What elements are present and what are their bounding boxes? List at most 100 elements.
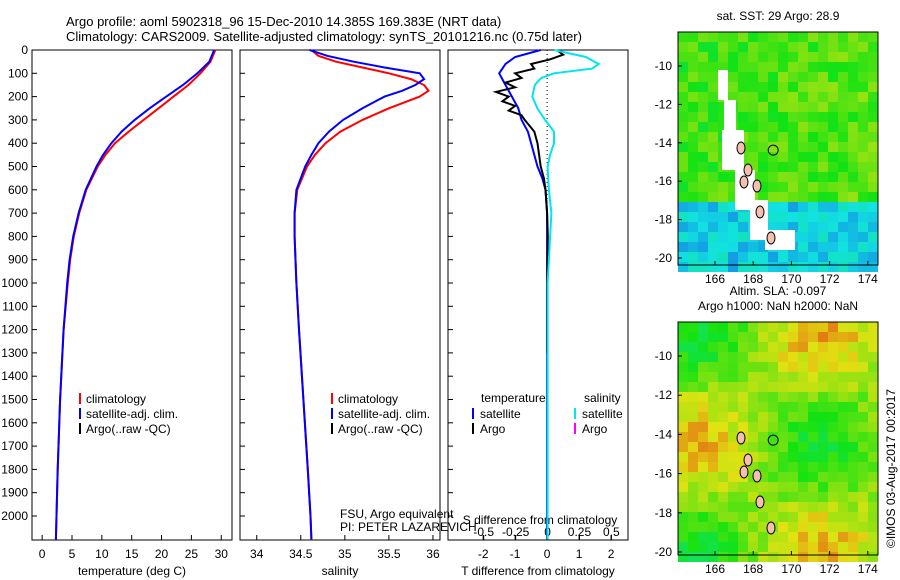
map-cell [708, 362, 718, 372]
map-cell [838, 152, 848, 162]
map-cell [738, 72, 748, 82]
map-cell [718, 212, 728, 222]
map-cell [698, 552, 708, 562]
map-cell [698, 72, 708, 82]
map-cell [838, 32, 848, 42]
map-cell [848, 92, 858, 102]
lat-tick-label: -10 [655, 349, 673, 363]
map-cell [808, 522, 818, 532]
map-cell [838, 482, 848, 492]
map-cell [778, 382, 788, 392]
map-cell [868, 212, 878, 222]
map-cell [688, 172, 698, 182]
map-cell [848, 52, 858, 62]
map-cell [868, 262, 878, 272]
map-cell [808, 542, 818, 552]
map-cell [678, 242, 688, 252]
map-cell [678, 122, 688, 132]
map-cell [678, 192, 688, 202]
lat-tick-label: -18 [655, 506, 673, 520]
map-cell [678, 152, 688, 162]
map-cell [868, 242, 878, 252]
map-cell [788, 42, 798, 52]
island [755, 205, 765, 219]
map-cell [778, 52, 788, 62]
map-cell [708, 202, 718, 212]
map-cell [838, 222, 848, 232]
x-tick-label: 10 [95, 547, 109, 561]
x-tick-label: 36 [426, 547, 440, 561]
map-cell [748, 82, 758, 92]
map-cell [758, 112, 768, 122]
map-cell [758, 462, 768, 472]
map-cell [848, 42, 858, 52]
map-cell [778, 92, 788, 102]
map-cell [808, 262, 818, 272]
map-cell [828, 352, 838, 362]
map-cell [678, 182, 688, 192]
map-cell [808, 392, 818, 402]
map-cell [758, 32, 768, 42]
map-cell [728, 222, 738, 232]
plot-frame-3 [447, 49, 629, 541]
map-cell [818, 432, 828, 442]
map-cell [738, 342, 748, 352]
map-cell [858, 472, 868, 482]
map-cell [688, 472, 698, 482]
map-cell [828, 62, 838, 72]
map-cell [858, 372, 868, 382]
map-cell [768, 342, 778, 352]
map-cell [808, 112, 818, 122]
map-cell [758, 332, 768, 342]
map-cell [778, 542, 788, 552]
map-cell [858, 152, 868, 162]
map-cell [678, 532, 688, 542]
map-cell [738, 252, 748, 262]
map-cell [818, 382, 828, 392]
map-cell [678, 42, 688, 52]
map-cell [678, 262, 688, 272]
y-tick-label: 1900 [1, 486, 28, 500]
map-cell [868, 522, 878, 532]
map-cell [788, 412, 798, 422]
map-cell [768, 392, 778, 402]
map-cell [728, 382, 738, 392]
map-cell [858, 412, 868, 422]
map-cell [678, 392, 688, 402]
map-cell [738, 412, 748, 422]
map-cell [838, 122, 848, 132]
map-cell [868, 92, 878, 102]
map-cell [688, 492, 698, 502]
map-cell [778, 392, 788, 402]
map-cell [808, 462, 818, 472]
map-cell [818, 212, 828, 222]
map-cell [768, 202, 778, 212]
map-cell [848, 122, 858, 132]
map-cell [858, 432, 868, 442]
map-cell [708, 512, 718, 522]
series-line-satellite [293, 49, 426, 540]
map-cell [838, 102, 848, 112]
map-cell [708, 182, 718, 192]
map-cell [768, 512, 778, 522]
map-cell [748, 482, 758, 492]
map-cell [818, 552, 828, 562]
map-cell [738, 42, 748, 52]
map-cell [708, 212, 718, 222]
map-cell [718, 442, 728, 452]
map-cell [778, 172, 788, 182]
map-cell [738, 242, 748, 252]
map-cell [768, 362, 778, 372]
map-cell [698, 172, 708, 182]
map-cell [868, 152, 878, 162]
map-cell [798, 432, 808, 442]
map-cell [868, 422, 878, 432]
map-cell [708, 542, 718, 552]
map-cell [728, 262, 738, 272]
map-cell [698, 352, 708, 362]
map-cell [708, 222, 718, 232]
map-cell [738, 552, 748, 562]
map-cell [818, 112, 828, 122]
map-cell [798, 392, 808, 402]
map-cell [808, 182, 818, 192]
